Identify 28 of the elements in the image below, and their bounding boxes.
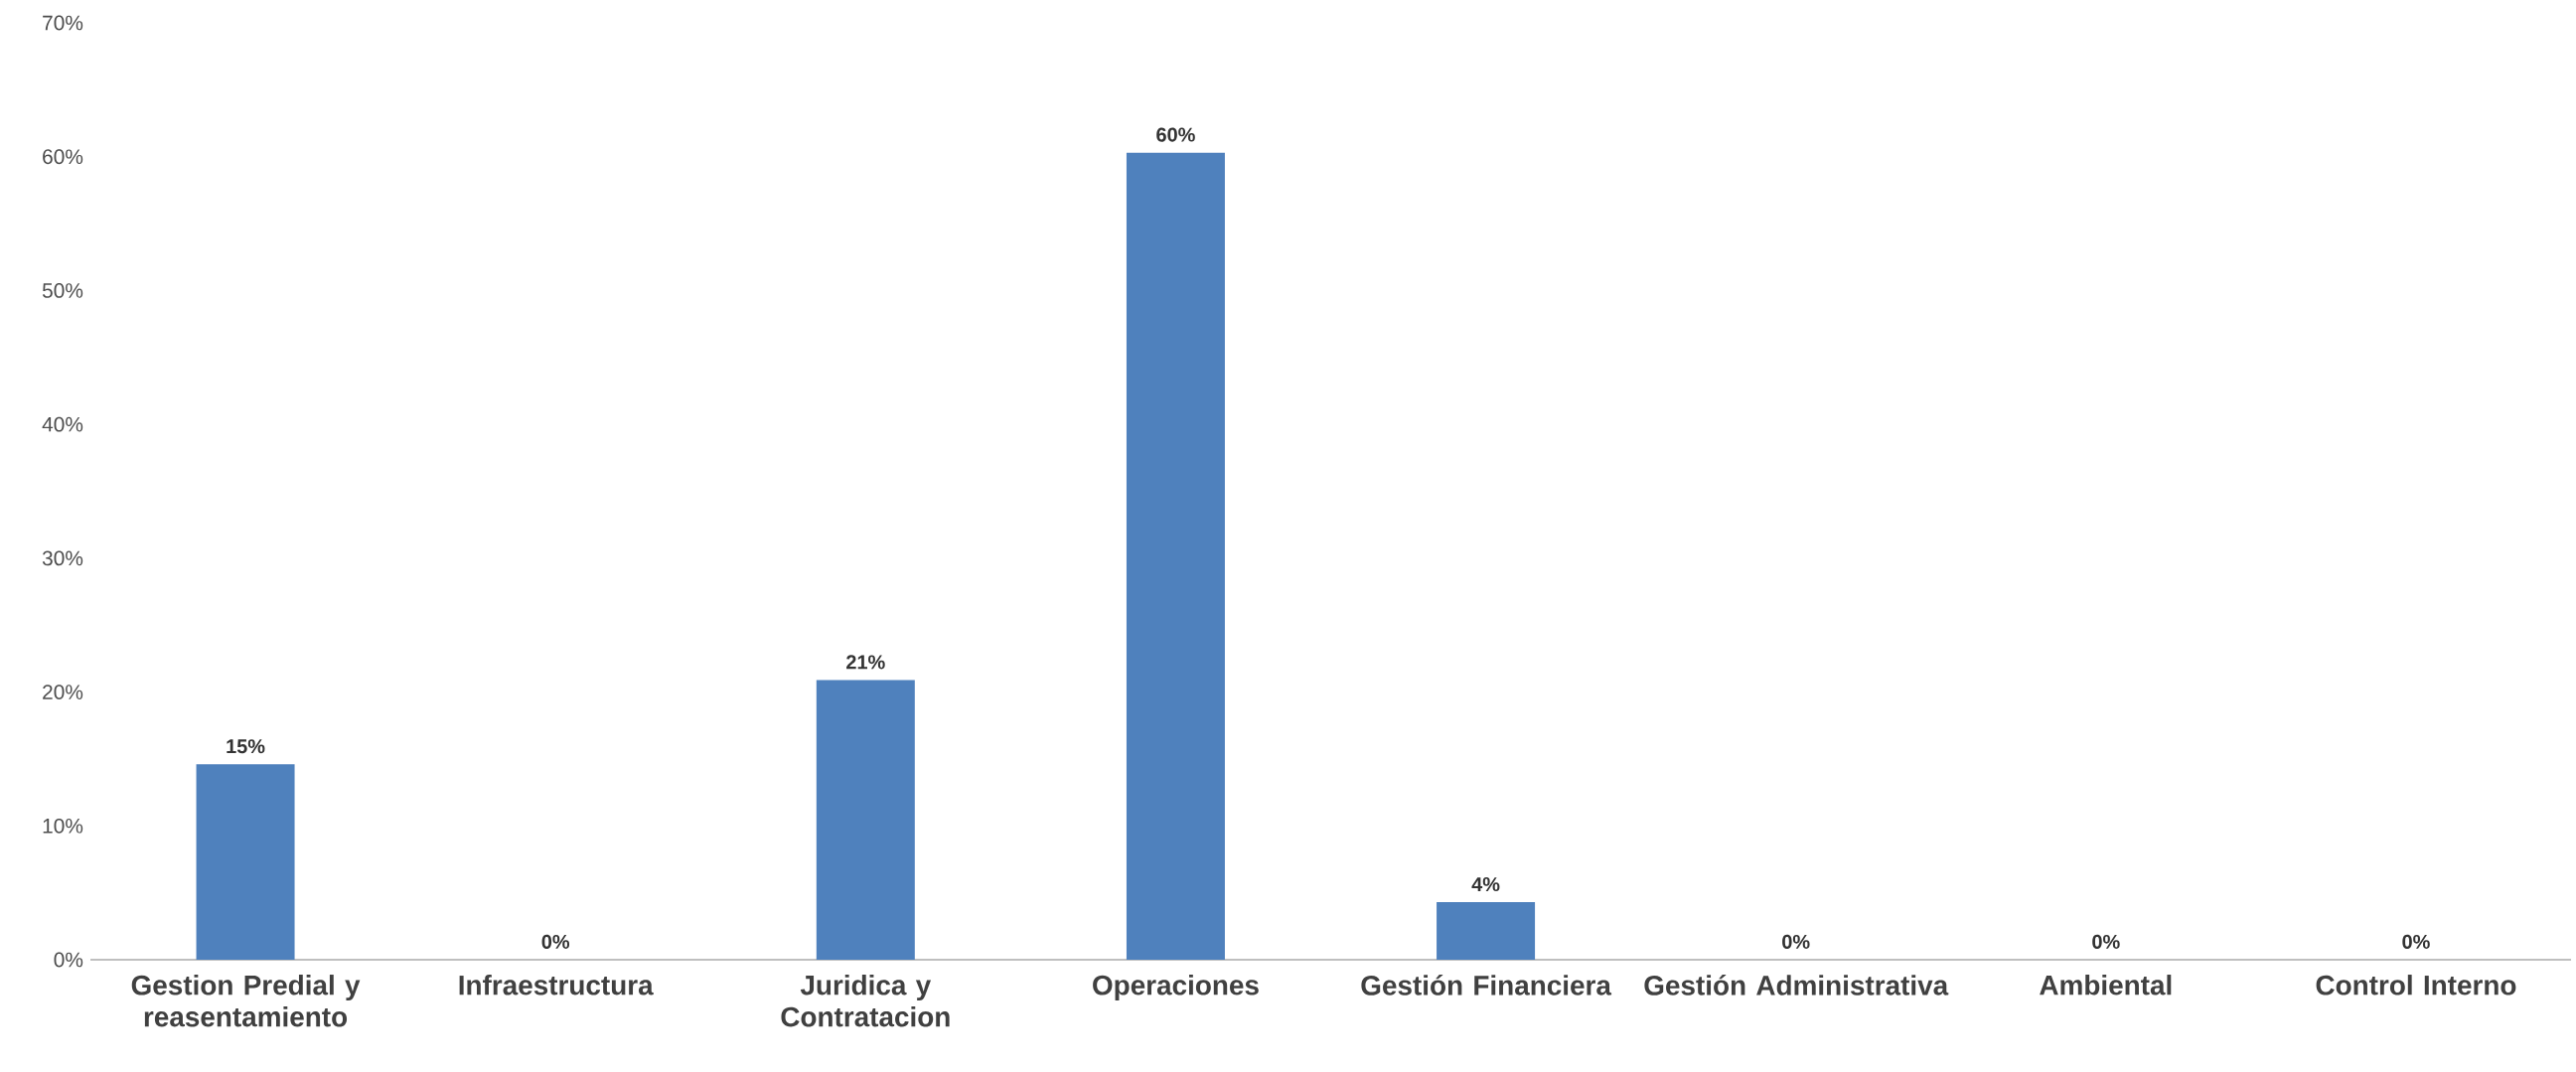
data-label: 15% (227, 739, 265, 754)
x-tick-label: Gestión Administrativa (1644, 975, 1949, 995)
y-tick-label: 40% (42, 416, 83, 432)
data-label: 0% (2402, 934, 2430, 949)
bar (196, 764, 295, 960)
y-tick-label: 50% (42, 283, 83, 298)
x-tick-label: Gestion Predial y reasentamiento (131, 975, 361, 1027)
y-tick-label: 70% (43, 15, 83, 31)
y-tick-label: 30% (42, 550, 83, 566)
y-tick-label: 60% (43, 149, 83, 165)
x-tick-label: Ambiental (2040, 975, 2172, 995)
data-label: 4% (1471, 877, 1500, 892)
x-tick-label: Juridica y Contratacion (781, 975, 950, 1027)
x-tick-label: Operaciones (1093, 975, 1259, 1001)
data-label: 60% (1156, 127, 1195, 142)
bar (1126, 152, 1225, 960)
y-tick-label: 0% (54, 952, 83, 968)
data-label: 0% (1782, 934, 1810, 949)
bar (816, 680, 915, 960)
data-label: 21% (846, 655, 885, 670)
x-tick-label: Gestión Financiera (1361, 975, 1612, 995)
y-tick-label: 10% (43, 818, 83, 834)
x-tick-label: Infraestructura (459, 975, 654, 995)
x-tick-label: Control Interno (2316, 975, 2516, 995)
data-label: 0% (541, 934, 570, 949)
y-tick-label: 20% (43, 685, 83, 699)
bar (1437, 902, 1536, 960)
data-label: 0% (2092, 934, 2120, 949)
